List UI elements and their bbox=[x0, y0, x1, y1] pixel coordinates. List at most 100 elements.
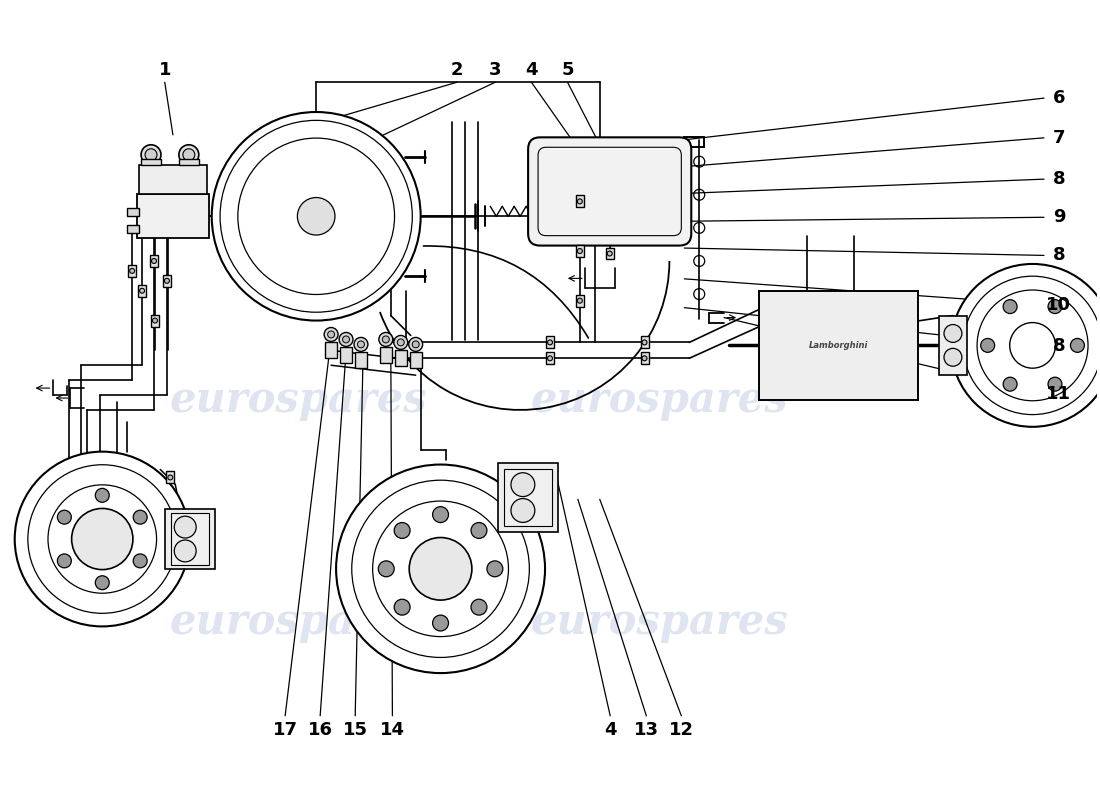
Circle shape bbox=[72, 509, 133, 570]
Circle shape bbox=[412, 341, 419, 348]
Circle shape bbox=[578, 298, 582, 303]
Circle shape bbox=[153, 318, 157, 323]
Circle shape bbox=[471, 599, 487, 615]
Bar bbox=[379, 347, 392, 363]
Text: Lamborghini: Lamborghini bbox=[808, 341, 868, 350]
Text: 17: 17 bbox=[273, 721, 298, 738]
Bar bbox=[576, 195, 584, 207]
Circle shape bbox=[339, 333, 353, 346]
Bar bbox=[128, 265, 136, 277]
Circle shape bbox=[324, 327, 338, 342]
Circle shape bbox=[1048, 378, 1062, 391]
Text: 11: 11 bbox=[1046, 385, 1071, 402]
Circle shape bbox=[145, 149, 157, 161]
Bar bbox=[139, 285, 146, 297]
Circle shape bbox=[578, 249, 582, 254]
Circle shape bbox=[642, 356, 647, 361]
Circle shape bbox=[1048, 300, 1062, 314]
Bar bbox=[150, 255, 158, 267]
Bar bbox=[165, 510, 216, 569]
Circle shape bbox=[133, 554, 147, 568]
Bar bbox=[409, 352, 421, 368]
Circle shape bbox=[471, 522, 487, 538]
Text: 8: 8 bbox=[1053, 170, 1065, 188]
Circle shape bbox=[418, 546, 463, 592]
Circle shape bbox=[57, 554, 72, 568]
Bar bbox=[504, 469, 552, 526]
Text: 3: 3 bbox=[490, 62, 502, 79]
Circle shape bbox=[297, 198, 336, 235]
Bar bbox=[498, 463, 558, 532]
Circle shape bbox=[578, 199, 582, 204]
Circle shape bbox=[337, 465, 544, 673]
Circle shape bbox=[510, 473, 535, 497]
Circle shape bbox=[220, 120, 412, 312]
Circle shape bbox=[96, 488, 109, 502]
Bar bbox=[141, 158, 161, 165]
Circle shape bbox=[397, 339, 404, 346]
Circle shape bbox=[96, 576, 109, 590]
Bar bbox=[355, 352, 367, 368]
Circle shape bbox=[1003, 300, 1018, 314]
Circle shape bbox=[944, 348, 961, 366]
Circle shape bbox=[548, 356, 552, 361]
Circle shape bbox=[165, 278, 169, 283]
Bar bbox=[576, 245, 584, 257]
FancyBboxPatch shape bbox=[528, 138, 691, 246]
Circle shape bbox=[432, 615, 449, 631]
Circle shape bbox=[352, 480, 529, 658]
Circle shape bbox=[952, 264, 1100, 427]
Circle shape bbox=[1003, 378, 1018, 391]
Bar bbox=[179, 158, 199, 165]
Circle shape bbox=[28, 465, 177, 614]
Circle shape bbox=[383, 336, 389, 343]
Text: eurospares: eurospares bbox=[530, 379, 789, 421]
Circle shape bbox=[238, 138, 395, 294]
Circle shape bbox=[607, 251, 613, 256]
Circle shape bbox=[130, 269, 134, 274]
Bar bbox=[395, 350, 407, 366]
Bar bbox=[340, 347, 352, 363]
Text: eurospares: eurospares bbox=[530, 602, 789, 643]
Text: eurospares: eurospares bbox=[169, 379, 427, 421]
Bar bbox=[640, 352, 649, 364]
Circle shape bbox=[1010, 322, 1055, 368]
Bar bbox=[546, 352, 554, 364]
Bar bbox=[163, 275, 170, 286]
Bar bbox=[138, 194, 209, 238]
Circle shape bbox=[133, 510, 147, 524]
Circle shape bbox=[211, 112, 420, 321]
Text: 14: 14 bbox=[379, 721, 405, 738]
Text: 4: 4 bbox=[604, 721, 616, 738]
Text: 13: 13 bbox=[634, 721, 659, 738]
Text: 16: 16 bbox=[308, 721, 332, 738]
Text: 12: 12 bbox=[669, 721, 694, 738]
Bar bbox=[576, 294, 584, 306]
Circle shape bbox=[48, 485, 156, 594]
Bar bbox=[139, 165, 207, 194]
Bar bbox=[151, 314, 160, 326]
Bar bbox=[546, 337, 554, 348]
Circle shape bbox=[57, 510, 72, 524]
Text: 8: 8 bbox=[1053, 246, 1065, 265]
Text: 2: 2 bbox=[451, 62, 463, 79]
Circle shape bbox=[140, 288, 144, 294]
Circle shape bbox=[174, 540, 196, 562]
Bar bbox=[166, 471, 174, 483]
Circle shape bbox=[394, 522, 410, 538]
Circle shape bbox=[432, 506, 449, 522]
Circle shape bbox=[174, 516, 196, 538]
Bar bbox=[172, 514, 209, 565]
Circle shape bbox=[183, 149, 195, 161]
Bar bbox=[759, 290, 918, 400]
Circle shape bbox=[977, 290, 1088, 401]
Circle shape bbox=[981, 338, 994, 352]
Circle shape bbox=[354, 338, 367, 351]
Text: 1: 1 bbox=[158, 62, 170, 79]
Text: 10: 10 bbox=[1046, 296, 1071, 314]
Circle shape bbox=[141, 145, 161, 165]
Text: 5: 5 bbox=[561, 62, 574, 79]
Circle shape bbox=[642, 340, 647, 345]
Bar bbox=[326, 342, 337, 358]
Text: 9: 9 bbox=[1053, 208, 1065, 226]
